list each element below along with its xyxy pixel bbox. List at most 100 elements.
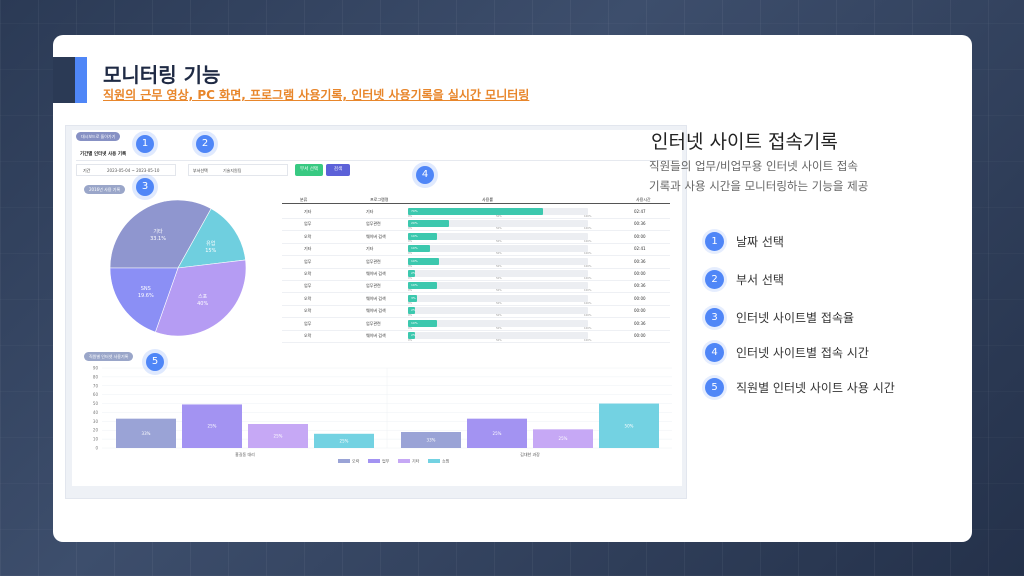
row-time: 00:36 xyxy=(634,258,646,264)
usage-percent: 10% xyxy=(411,233,418,238)
bar xyxy=(248,424,308,448)
usage-track: 10% 0% 50% 100% xyxy=(408,257,591,268)
feature-title: 인터넷 사이트 접속기록 xyxy=(651,131,838,153)
back-to-dashboard-button[interactable]: 대시보드로 돌아가기 xyxy=(76,132,121,141)
table-row[interactable]: 업무 업무관련 10% 0% 50% 100% 00:36 xyxy=(282,319,670,331)
usage-fill xyxy=(408,270,416,277)
period-value[interactable]: 2023-05-04 ~ 2023-05-10 xyxy=(107,168,160,173)
row-program: 업무관련 xyxy=(366,320,381,326)
marker-badge-5: 5 xyxy=(146,353,164,371)
usage-percent: 10% xyxy=(411,320,418,325)
usage-tick: 0% xyxy=(408,252,413,256)
slide-card: 모니터링 기능 직원의 근무 영상, PC 화면, 프로그램 사용기록, 인터넷… xyxy=(53,35,972,542)
y-tick-label: 80 xyxy=(93,374,99,379)
row-program: 업무관련 xyxy=(366,283,381,289)
y-tick-label: 30 xyxy=(93,419,99,424)
x-group-label: 김대한 과장 xyxy=(520,451,540,457)
dept-label: 부서선택 xyxy=(193,168,208,173)
employee-usage-bar-chart: 0 10 20 30 40 50 60 70 80 90 33% 25% 25% 25% 홍길동 대리 33%… xyxy=(93,366,672,464)
table-row[interactable]: 기타 기타 10% 0% 50% 100% 02:41 xyxy=(282,244,670,257)
row-program: 웨이버 검색 xyxy=(366,233,386,239)
usage-tick: 0% xyxy=(408,339,413,342)
table-header: 분류 프로그램명 사용률 사용시간 xyxy=(282,196,670,204)
page-title: 모니터링 기능 xyxy=(103,63,221,87)
feature-item-3: 3 인터넷 사이트별 접속율 xyxy=(705,307,854,327)
feature-item-4: 4 인터넷 사이트별 접속 시간 xyxy=(705,342,869,362)
table-row[interactable]: 오락 웨이버 검색 2% 0% 50% 100% 00:00 xyxy=(282,306,670,319)
usage-percent: 10% xyxy=(411,258,418,263)
pie-section-label: 2016년 사용 기록 xyxy=(84,185,126,194)
pie-slice-label: 스포 xyxy=(198,294,208,300)
feature-item-2: 2 부서 선택 xyxy=(705,269,784,289)
usage-fill xyxy=(408,319,437,327)
usage-track: 2% 0% 50% 100% xyxy=(408,307,591,318)
row-program: 웨이버 검색 xyxy=(366,295,386,301)
pie-slice-1 xyxy=(177,208,246,269)
usage-tick: 50% xyxy=(496,239,502,243)
table-row[interactable]: 업무 업무관련 10% 0% 50% 100% 00:36 xyxy=(282,257,670,269)
usage-tick: 0% xyxy=(408,277,413,280)
usage-track: 2% 0% 50% 100% xyxy=(408,270,591,280)
bar-value-label: 50% xyxy=(625,423,634,428)
y-tick-label: 60 xyxy=(93,392,99,397)
table-row[interactable]: 업무 업무관련 10% 0% 50% 100% 00:36 xyxy=(282,281,670,294)
usage-fill xyxy=(408,245,430,253)
bar-value-label: 25% xyxy=(340,438,349,443)
divider xyxy=(76,160,678,161)
feature-number: 4 xyxy=(705,342,724,362)
bar xyxy=(533,429,593,448)
table-row[interactable]: 기타 기타 70% 0% 50% 100% 02:47 xyxy=(282,207,670,219)
table-row[interactable]: 오락 웨이버 검색 2% 0% 50% 100% 00:00 xyxy=(282,269,670,281)
row-program: 웨이버 검색 xyxy=(366,308,386,314)
dashboard-panel: 대시보드로 돌아가기 기간별 인터넷 사용 기록 기간 2023-05-04 ~… xyxy=(72,130,682,486)
legend-swatch xyxy=(368,459,380,463)
row-category: 오락 xyxy=(304,233,312,239)
feature-number: 2 xyxy=(705,269,724,289)
usage-track: 70% 0% 50% 100% xyxy=(408,208,592,218)
bar xyxy=(599,403,659,448)
row-time: 02:41 xyxy=(634,246,646,252)
usage-percent: 2% xyxy=(411,271,416,275)
screenshot-frame: 대시보드로 돌아가기 기간별 인터넷 사용 기록 기간 2023-05-04 ~… xyxy=(65,125,687,499)
bar-section-label: 직원별 인터넷 사용기록 xyxy=(84,352,134,361)
dept-value[interactable]: 기술지원팀 xyxy=(223,168,242,173)
usage-tick: 50% xyxy=(496,289,502,293)
row-time: 00:36 xyxy=(634,221,646,227)
usage-track: 2% 0% 50% 100% xyxy=(408,332,591,342)
usage-percent: 20% xyxy=(411,221,418,226)
search-button[interactable]: 검색 xyxy=(326,164,350,176)
usage-tick: 100% xyxy=(584,326,592,330)
table-row[interactable]: 오락 웨이버 검색 10% 0% 50% 100% 00:00 xyxy=(282,232,670,244)
table-row[interactable]: 오락 웨이버 검색 3% 0% 50% 100% 00:00 xyxy=(282,294,670,306)
row-program: 기타 xyxy=(366,209,374,214)
row-program: 기타 xyxy=(366,246,374,252)
usage-tick: 100% xyxy=(584,239,592,243)
table-header-cell: 사용시간 xyxy=(636,197,651,202)
title-accent-bar xyxy=(53,57,87,103)
usage-tick: 50% xyxy=(496,314,502,318)
bar-value-label: 25% xyxy=(208,424,217,429)
usage-percent: 3% xyxy=(411,295,416,300)
feature-label: 직원별 인터넷 사이트 사용 시간 xyxy=(736,380,895,395)
row-time: 00:36 xyxy=(634,320,646,326)
usage-fill xyxy=(408,307,416,315)
y-tick-label: 40 xyxy=(93,410,99,415)
feature-label: 인터넷 사이트별 접속율 xyxy=(736,310,855,325)
table-row[interactable]: 업무 업무관련 20% 0% 50% 100% 00:36 xyxy=(282,219,670,232)
y-tick-label: 10 xyxy=(93,437,99,442)
usage-fill xyxy=(408,232,437,240)
usage-tick: 100% xyxy=(584,215,592,218)
y-tick-label: 90 xyxy=(93,366,99,371)
bar xyxy=(401,432,461,448)
usage-tick: 0% xyxy=(408,326,413,330)
row-category: 업무 xyxy=(304,221,312,227)
bar-value-label: 25% xyxy=(493,431,502,436)
pie-slice-0 xyxy=(109,199,212,269)
table-row[interactable]: 오락 웨이버 검색 2% 0% 50% 100% 00:00 xyxy=(282,331,670,343)
bar xyxy=(314,433,374,448)
dept-select-button[interactable]: 부서 선택 xyxy=(295,164,323,176)
usage-track: 3% 0% 50% 100% xyxy=(408,294,591,305)
y-tick-label: 50 xyxy=(93,401,99,406)
row-time: 00:00 xyxy=(634,295,646,301)
